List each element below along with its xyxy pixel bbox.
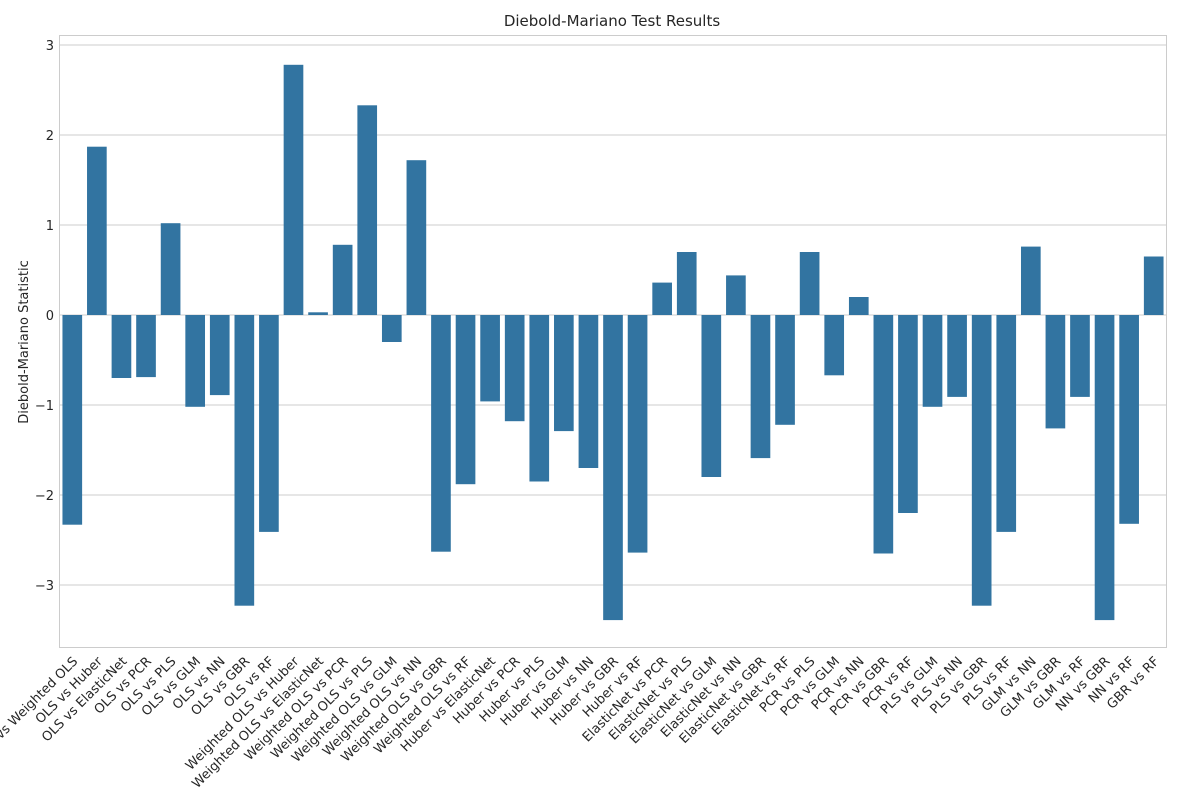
y-tick-label: −2 bbox=[35, 489, 54, 504]
bar bbox=[603, 315, 623, 621]
bar bbox=[504, 315, 525, 422]
y-tick-label: −3 bbox=[35, 579, 54, 594]
bar bbox=[283, 64, 304, 315]
bars bbox=[62, 64, 1164, 621]
bar bbox=[406, 160, 427, 315]
bar bbox=[1020, 246, 1041, 315]
bar bbox=[652, 282, 672, 315]
bar bbox=[947, 315, 967, 397]
y-tick-labels: −3 −2 −1 0 1 2 3 bbox=[35, 39, 54, 594]
bar bbox=[332, 244, 353, 315]
bar bbox=[578, 315, 599, 468]
bar bbox=[775, 315, 795, 425]
bar bbox=[381, 315, 402, 342]
bar bbox=[308, 312, 328, 315]
y-tick-label: 2 bbox=[46, 129, 54, 144]
bar bbox=[996, 315, 1017, 532]
bar bbox=[160, 223, 181, 315]
bar bbox=[1143, 256, 1164, 315]
bar bbox=[726, 275, 746, 315]
chart-title: Diebold-Mariano Test Results bbox=[504, 12, 721, 30]
bar bbox=[627, 315, 648, 553]
bar bbox=[136, 315, 156, 378]
bar bbox=[185, 315, 206, 407]
bar bbox=[1119, 315, 1139, 524]
bar bbox=[848, 297, 869, 315]
bar bbox=[234, 315, 255, 606]
bar bbox=[357, 105, 378, 315]
bar bbox=[971, 315, 992, 606]
bar bbox=[922, 315, 943, 407]
plot-frame bbox=[59, 35, 1167, 648]
bar bbox=[701, 315, 722, 477]
bar bbox=[111, 315, 132, 378]
bar bbox=[1094, 315, 1115, 621]
bar bbox=[529, 315, 550, 482]
y-tick-label: −1 bbox=[35, 399, 54, 414]
bar bbox=[676, 252, 697, 315]
y-tick-label: 0 bbox=[46, 309, 54, 324]
y-tick-label: 1 bbox=[46, 219, 54, 234]
bar bbox=[1045, 315, 1066, 429]
bar bbox=[824, 315, 845, 376]
bar bbox=[431, 315, 451, 552]
bar bbox=[455, 315, 476, 485]
bar bbox=[750, 315, 771, 459]
bar bbox=[87, 146, 107, 315]
bar bbox=[209, 315, 230, 396]
bar bbox=[898, 315, 918, 513]
bar bbox=[259, 315, 279, 532]
bar bbox=[799, 252, 820, 315]
bar bbox=[873, 315, 894, 554]
bar bbox=[62, 315, 83, 525]
bar bbox=[554, 315, 574, 432]
y-tick-label: 3 bbox=[46, 39, 54, 54]
y-axis-label: Diebold-Mariano Statistic bbox=[17, 260, 32, 423]
bar bbox=[480, 315, 500, 402]
bar bbox=[1070, 315, 1090, 397]
